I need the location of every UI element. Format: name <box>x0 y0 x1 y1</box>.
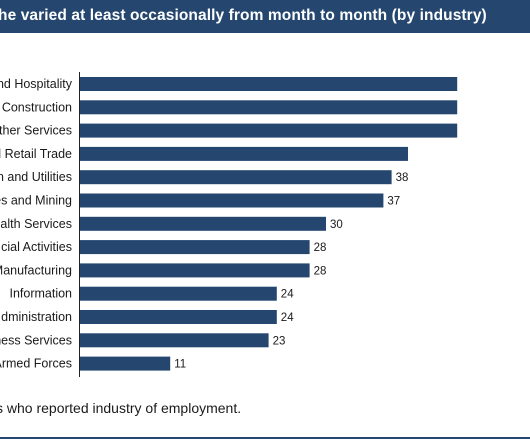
value-label: 37 <box>387 196 400 208</box>
bars-layer <box>80 77 458 371</box>
bar <box>80 216 326 231</box>
value-label: 23 <box>273 335 286 347</box>
bottom-divider <box>0 437 530 439</box>
bar <box>80 263 310 278</box>
bar <box>80 100 458 115</box>
chart-title: he varied at least occasionally from mon… <box>0 7 487 24</box>
bar <box>80 356 171 371</box>
bar <box>80 193 384 208</box>
bar <box>80 310 277 324</box>
category-label: dministration <box>1 310 72 324</box>
category-label: Information <box>9 287 72 301</box>
category-label: es and Mining <box>0 194 72 208</box>
value-label: 28 <box>314 265 327 277</box>
chart-title-bar: he varied at least occasionally from mon… <box>0 0 530 33</box>
value-label: 24 <box>281 289 294 301</box>
value-label: 38 <box>396 172 409 184</box>
bar <box>80 286 277 301</box>
bar <box>80 77 458 91</box>
bar <box>80 240 310 255</box>
value-label: 30 <box>330 219 343 231</box>
category-label: d Retail Trade <box>0 147 72 161</box>
chart-footnote: s who reported industry of employment. <box>0 400 242 416</box>
category-label: ness Services <box>0 333 72 347</box>
category-label: Armed Forces <box>0 357 72 371</box>
bar <box>80 333 269 348</box>
value-label: 24 <box>281 312 294 324</box>
value-label: 11 <box>174 359 186 371</box>
value-label: 28 <box>314 242 327 254</box>
bar <box>80 170 392 185</box>
category-labels-layer: and Hospitality Construction ther Services… <box>0 77 73 371</box>
bar <box>80 123 458 138</box>
category-label: cial Activities <box>1 240 72 254</box>
category-label: Manufacturing <box>0 263 72 277</box>
category-label: n and Utilities <box>0 170 72 184</box>
category-label: and Hospitality <box>0 77 73 91</box>
bar <box>80 146 408 161</box>
category-label: ealth Services <box>0 217 72 231</box>
category-label: ther Services <box>0 124 72 138</box>
category-label: Construction <box>2 100 72 114</box>
